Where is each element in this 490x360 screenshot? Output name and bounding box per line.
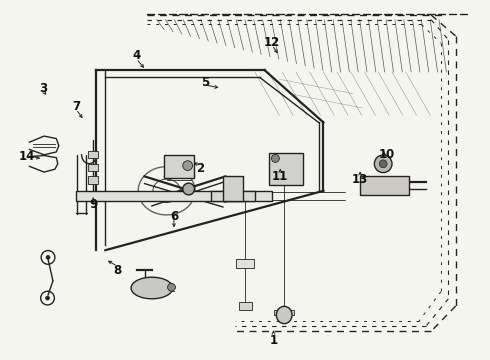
Circle shape xyxy=(379,160,387,168)
Bar xyxy=(88,164,98,171)
Bar xyxy=(88,151,98,158)
Circle shape xyxy=(46,296,49,300)
Text: 5: 5 xyxy=(201,76,209,89)
Bar xyxy=(164,155,194,178)
Text: 7: 7 xyxy=(72,100,80,113)
Bar xyxy=(269,153,303,185)
Circle shape xyxy=(168,283,175,291)
Text: 8: 8 xyxy=(114,264,122,276)
Bar xyxy=(274,310,294,315)
Text: 12: 12 xyxy=(264,36,280,49)
Bar xyxy=(360,176,409,195)
Text: 4: 4 xyxy=(132,49,140,62)
Text: 1: 1 xyxy=(270,334,277,347)
Circle shape xyxy=(183,183,195,195)
Bar xyxy=(76,191,272,201)
Text: 9: 9 xyxy=(89,198,97,211)
Bar xyxy=(211,191,255,201)
Circle shape xyxy=(46,256,50,259)
Text: 13: 13 xyxy=(352,173,368,186)
Ellipse shape xyxy=(131,277,173,299)
Bar xyxy=(88,176,98,184)
Circle shape xyxy=(374,155,392,173)
Text: 11: 11 xyxy=(272,170,289,183)
Ellipse shape xyxy=(276,306,292,324)
Text: 2: 2 xyxy=(196,162,204,175)
Bar xyxy=(223,176,243,201)
Text: 6: 6 xyxy=(170,210,178,222)
Text: 10: 10 xyxy=(379,148,395,161)
Circle shape xyxy=(183,161,193,171)
Circle shape xyxy=(271,154,279,162)
Bar xyxy=(239,302,252,310)
Text: 14: 14 xyxy=(19,150,35,163)
Bar xyxy=(236,259,254,268)
Text: 3: 3 xyxy=(39,82,47,95)
